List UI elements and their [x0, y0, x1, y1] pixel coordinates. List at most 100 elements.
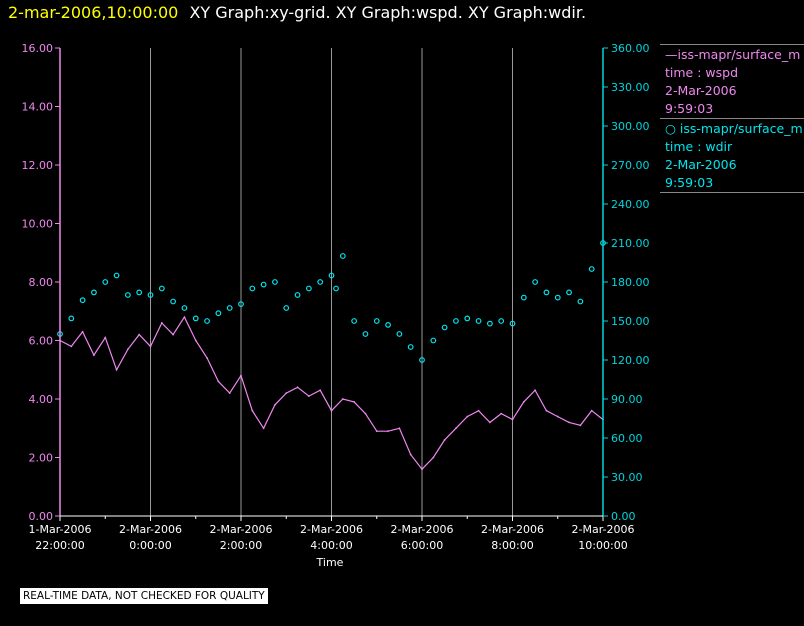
y-right-tick-label: 0.00 [611, 510, 636, 523]
data-point-wspd [206, 357, 208, 359]
y-left-tick-label: 12.00 [22, 159, 54, 172]
circle-marker-icon: ○ [665, 121, 676, 136]
data-point-wdir [464, 315, 471, 322]
data-point-wspd [488, 421, 491, 424]
y-right-tick-label: 90.00 [611, 393, 643, 406]
legend: —iss-mapr/surface_m time : wspd 2-Mar-20… [660, 44, 804, 193]
data-point-wspd [590, 409, 593, 412]
data-point-wdir [272, 279, 278, 285]
data-point-wspd [115, 368, 118, 371]
y-right-tick-label: 180.00 [611, 276, 650, 289]
data-point-wdir [181, 305, 188, 311]
disclaimer-label: REAL-TIME DATA, NOT CHECKED FOR QUALITY [20, 588, 268, 604]
data-point-wspd [398, 427, 401, 430]
series-layer [57, 240, 606, 471]
data-point-wdir [543, 289, 550, 296]
legend-wdir-name: ○ iss-mapr/surface_m [665, 121, 803, 136]
data-point-wspd [194, 339, 197, 342]
data-point-wspd [104, 336, 107, 339]
x-tick-label-time: 4:00:00 [310, 539, 352, 552]
data-point-wdir [509, 320, 516, 327]
data-point-wspd [330, 409, 333, 412]
data-point-wspd [432, 456, 435, 459]
data-point-wdir [475, 318, 482, 324]
grid-layer [150, 48, 604, 516]
data-point-wdir [430, 337, 437, 344]
data-point-wspd [217, 380, 220, 383]
data-point-wdir [249, 285, 256, 292]
y-right-tick-label: 300.00 [611, 120, 650, 133]
legend-entry-wdir: ○ iss-mapr/surface_m time : wdir 2-Mar-2… [660, 118, 804, 193]
y-left-tick-label: 10.00 [22, 218, 54, 231]
data-point-wspd [70, 345, 73, 348]
data-point-wspd [341, 398, 344, 400]
data-point-wdir [532, 279, 539, 285]
y-right-tick-label: 270.00 [611, 159, 650, 172]
data-point-wdir [441, 324, 448, 331]
data-point-wdir [396, 331, 403, 337]
y-right-tick-label: 210.00 [611, 237, 650, 250]
data-point-wdir [328, 272, 335, 279]
data-point-wdir [339, 253, 346, 259]
y-right-tick-label: 240.00 [611, 198, 650, 211]
y-left-tick-label: 0.00 [29, 510, 54, 523]
data-point-wdir [294, 292, 301, 298]
title-graphs: XY Graph:xy-grid. XY Graph:wspd. XY Grap… [189, 3, 587, 22]
data-point-wdir [486, 320, 493, 327]
x-tick-label-date: 2-Mar-2006 [300, 523, 363, 536]
x-tick-label-time: 10:00:00 [578, 539, 627, 552]
data-point-wdir [113, 272, 120, 279]
y-left-tick-label: 2.00 [29, 452, 54, 465]
data-point-wspd [409, 453, 412, 456]
data-point-wspd [421, 468, 423, 471]
data-point-wspd [387, 430, 389, 433]
y-right-tick-label: 360.00 [611, 42, 650, 55]
data-point-wspd [160, 322, 163, 324]
data-point-wdir [566, 289, 572, 296]
data-point-wspd [500, 412, 503, 415]
data-point-wdir [192, 315, 199, 322]
data-point-wspd [511, 418, 514, 421]
y-left-tick-label: 4.00 [29, 393, 54, 406]
data-point-wdir [498, 318, 505, 324]
legend-entry-wspd: —iss-mapr/surface_m time : wspd 2-Mar-20… [660, 44, 804, 118]
data-point-wdir [407, 344, 414, 350]
y-left-tick-label: 6.00 [29, 335, 54, 348]
data-point-wspd [545, 409, 548, 412]
data-point-wdir [362, 331, 369, 337]
y-right-tick-label: 30.00 [611, 471, 643, 484]
data-point-wdir [136, 289, 143, 296]
data-point-wspd [364, 412, 367, 415]
data-point-wspd [534, 389, 537, 392]
data-point-wspd [172, 333, 175, 336]
data-point-wspd [126, 348, 129, 351]
data-point-wspd [353, 401, 356, 403]
x-tick-label-time: 2:00:00 [220, 539, 262, 552]
data-point-wspd [443, 439, 446, 441]
data-point-wdir [554, 294, 561, 301]
data-point-wspd [81, 330, 84, 333]
y-right-tick-label: 60.00 [611, 432, 643, 445]
data-point-wdir [215, 310, 222, 317]
data-point-wdir [68, 315, 75, 322]
data-point-wdir [333, 285, 339, 292]
data-point-wspd [251, 409, 254, 412]
x-tick-label-date: 2-Mar-2006 [481, 523, 544, 536]
data-point-wdir [520, 294, 527, 301]
data-point-wspd [375, 430, 378, 433]
axes-layer: 1-Mar-2006 22:00:00 2-Mar-2006 0:00:00 2-Mar… [22, 42, 650, 552]
legend-wdir-var: time : wdir [665, 139, 733, 154]
x-tick-label-date: 2-Mar-2006 [119, 523, 182, 536]
data-point-wdir [147, 292, 154, 298]
data-point-wspd [274, 403, 276, 406]
x-axis-label: Time [316, 556, 344, 569]
data-point-wdir [351, 318, 358, 324]
data-point-wdir [204, 318, 210, 324]
data-point-wspd [240, 374, 242, 377]
data-point-wdir [170, 298, 177, 305]
data-point-wspd [319, 389, 322, 392]
data-point-wspd [138, 333, 141, 336]
y-left-tick-label: 14.00 [22, 101, 54, 114]
data-point-wspd [307, 395, 310, 397]
